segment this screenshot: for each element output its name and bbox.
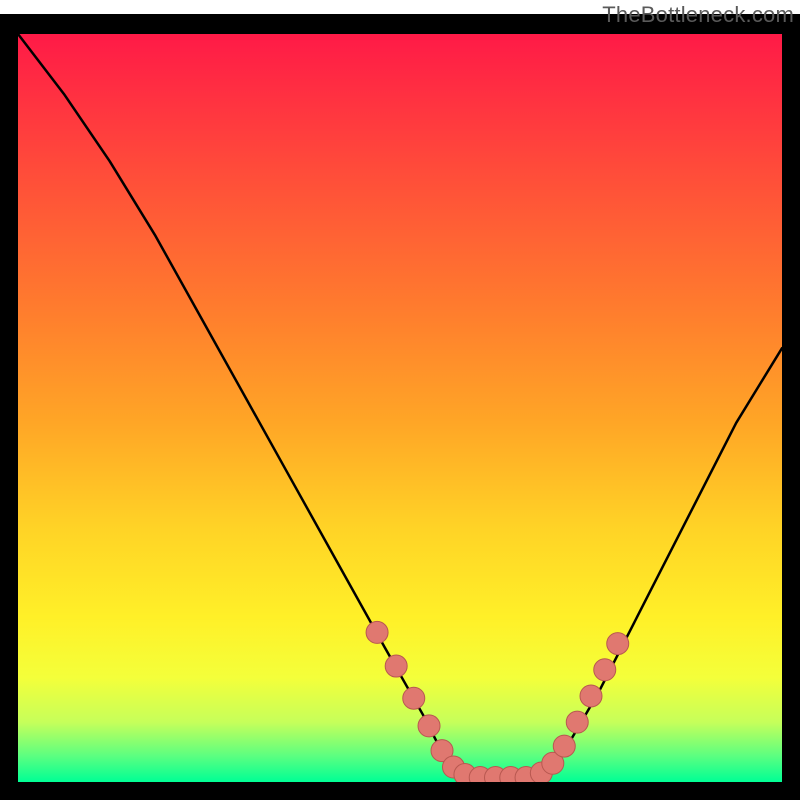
data-point xyxy=(553,735,575,757)
chart-svg xyxy=(0,0,800,800)
data-point xyxy=(403,687,425,709)
chart-stage: TheBottleneck.com xyxy=(0,0,800,800)
data-point xyxy=(566,711,588,733)
watermark-text: TheBottleneck.com xyxy=(602,2,794,28)
data-point xyxy=(607,633,629,655)
data-point xyxy=(385,655,407,677)
data-point xyxy=(418,715,440,737)
data-point xyxy=(580,685,602,707)
data-point xyxy=(366,621,388,643)
data-point xyxy=(594,659,616,681)
